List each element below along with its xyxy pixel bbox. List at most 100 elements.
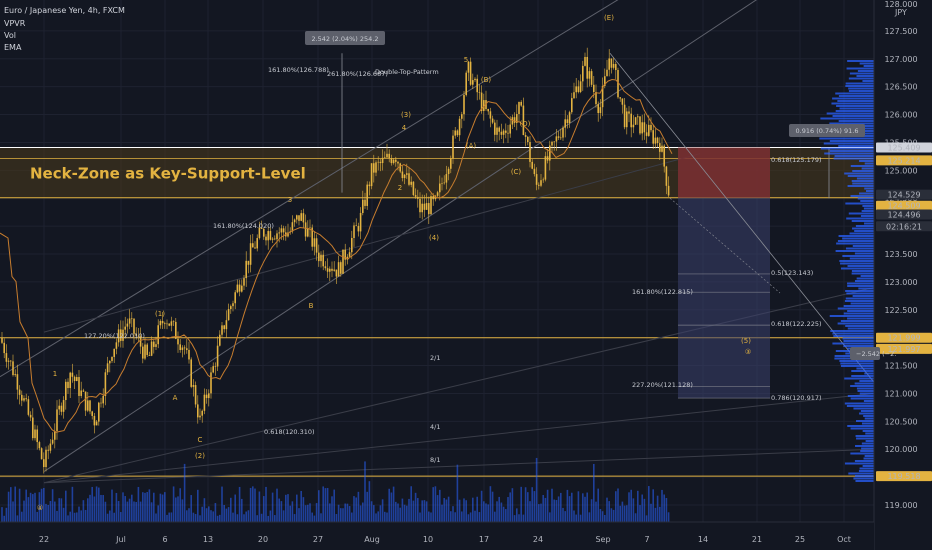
volume-bar bbox=[507, 497, 509, 528]
candle-body bbox=[216, 345, 219, 367]
candle-body bbox=[447, 168, 450, 175]
volume-bar bbox=[51, 489, 54, 528]
vpvr-bar bbox=[846, 217, 874, 220]
symbol-title[interactable]: Euro / Japanese Yen, 4h, FXCM bbox=[4, 6, 125, 15]
candle-body bbox=[494, 122, 496, 135]
candle-body bbox=[148, 354, 151, 356]
indicator-vpvr[interactable]: VPVR bbox=[4, 19, 26, 28]
candle-body bbox=[203, 394, 206, 411]
volume-bar bbox=[172, 486, 175, 528]
volume-bar bbox=[533, 491, 536, 528]
candle-body bbox=[373, 163, 375, 173]
price-tick: 123.500 bbox=[884, 250, 917, 259]
vpvr-bar bbox=[859, 467, 874, 470]
wave-label: 4 bbox=[402, 124, 407, 132]
candle-body bbox=[320, 254, 322, 262]
vpvr-bar bbox=[847, 60, 874, 62]
candle-body bbox=[322, 254, 324, 267]
price-tick: 126.500 bbox=[884, 83, 917, 92]
candle-body bbox=[359, 212, 362, 232]
volume-bar bbox=[263, 496, 265, 528]
volume-bar bbox=[364, 461, 366, 528]
candle-body bbox=[353, 225, 355, 238]
volume-bar bbox=[553, 499, 555, 528]
candle-body bbox=[236, 284, 239, 293]
volume-bar bbox=[661, 489, 663, 528]
candle-body bbox=[192, 385, 195, 387]
candle-body bbox=[386, 153, 388, 158]
indicator-ema[interactable]: EMA bbox=[4, 43, 22, 52]
volume-bar bbox=[25, 489, 27, 528]
volume-bar bbox=[208, 506, 210, 528]
candle-body bbox=[637, 116, 639, 118]
volume-bar bbox=[571, 492, 573, 528]
candle-body bbox=[626, 111, 628, 128]
candle-body bbox=[425, 203, 428, 210]
candle-body bbox=[69, 372, 71, 389]
volume-bar bbox=[179, 488, 181, 528]
candle-body bbox=[212, 366, 214, 373]
volume-bar bbox=[32, 494, 34, 528]
fib-label: 0.618(122.225) bbox=[771, 320, 822, 328]
vpvr-bar bbox=[835, 110, 874, 112]
time-tick: Sep bbox=[595, 535, 610, 544]
price-axis-bg bbox=[874, 0, 932, 550]
candle-body bbox=[106, 363, 109, 373]
candle-body bbox=[461, 114, 463, 119]
price-tick: 120.500 bbox=[884, 417, 917, 426]
vpvr-bar bbox=[857, 390, 874, 392]
candle-body bbox=[641, 122, 643, 134]
candle-body bbox=[544, 156, 547, 180]
volume-bar bbox=[384, 511, 386, 528]
volume-bar bbox=[168, 512, 170, 528]
channel-mid bbox=[43, 153, 701, 333]
candle-body bbox=[313, 238, 316, 247]
candle-body bbox=[652, 130, 654, 144]
candle-body bbox=[491, 118, 494, 123]
volume-bar bbox=[27, 497, 30, 528]
volume-bar bbox=[89, 494, 91, 528]
candle-body bbox=[95, 421, 98, 426]
volume-bar bbox=[566, 489, 569, 528]
volume-bar bbox=[652, 489, 654, 528]
volume-bar bbox=[623, 505, 626, 528]
time-tick: 7 bbox=[644, 535, 649, 544]
vpvr-bar bbox=[852, 295, 874, 297]
vpvr-bar bbox=[864, 372, 874, 375]
vpvr-bar bbox=[850, 397, 874, 400]
vpvr-bar bbox=[856, 387, 874, 390]
volume-bar bbox=[331, 496, 333, 528]
volume-bar bbox=[29, 492, 32, 528]
vpvr-bar bbox=[860, 410, 874, 412]
vpvr-bar bbox=[832, 332, 874, 335]
double-top-label: Double-Top-Patterm bbox=[375, 68, 439, 76]
volume-bar bbox=[258, 491, 261, 528]
volume-bar bbox=[540, 503, 542, 528]
candle-body bbox=[89, 400, 91, 412]
vpvr-bar bbox=[864, 187, 874, 190]
volume-bar bbox=[634, 513, 637, 528]
vpvr-bar bbox=[863, 207, 874, 210]
candle-body bbox=[51, 439, 54, 444]
vpvr-bar bbox=[831, 102, 874, 105]
candle-body bbox=[408, 173, 410, 185]
candle-body bbox=[181, 347, 184, 350]
candle-body bbox=[395, 159, 397, 162]
volume-bar bbox=[276, 488, 278, 528]
candle-body bbox=[639, 116, 641, 134]
price-tick: 121.000 bbox=[884, 389, 917, 398]
candle-body bbox=[432, 196, 434, 200]
indicator-vol[interactable]: Vol bbox=[4, 31, 16, 40]
volume-bar bbox=[238, 486, 241, 528]
wave-label: (4) bbox=[429, 234, 439, 242]
candle-body bbox=[300, 213, 302, 221]
wave-label: (5) bbox=[741, 337, 751, 345]
volume-bar bbox=[181, 499, 184, 528]
volume-bar bbox=[293, 514, 296, 528]
volume-bar bbox=[320, 513, 322, 528]
price-badge bbox=[876, 189, 932, 200]
candle-body bbox=[168, 323, 170, 326]
candle-body bbox=[144, 344, 146, 359]
wave-label: (E) bbox=[604, 14, 614, 22]
